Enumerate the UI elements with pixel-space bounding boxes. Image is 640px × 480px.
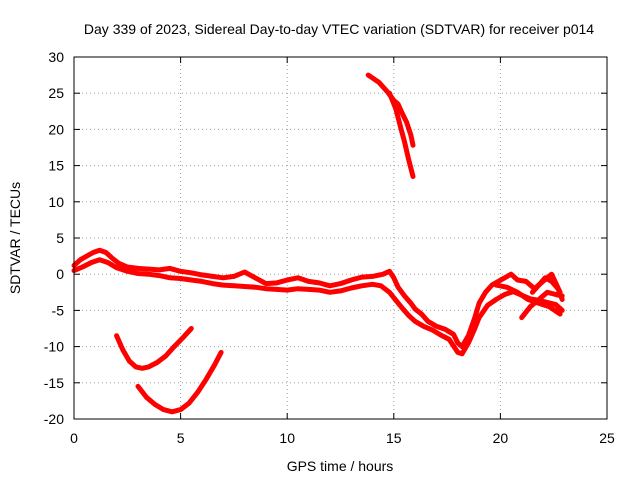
y-tick-label: -15 [44,375,64,391]
x-axis-title: GPS time / hours [287,458,394,474]
x-tick-label: 10 [279,430,295,446]
x-tick-label: 25 [599,430,615,446]
y-tick-label: 30 [48,49,64,65]
series-lower-arc-1 [114,326,194,371]
series-branch-b [493,282,563,317]
y-tick-label: 10 [48,194,64,210]
y-tick-labels: -20 -15 -10 -5 0 5 10 15 20 25 30 [44,49,64,427]
series-branch-a [519,289,565,321]
y-tick-label: 0 [56,266,64,282]
y-tick-label: 25 [48,85,64,101]
y-tick-label: 5 [56,230,64,246]
y-tick-label: -10 [44,339,64,355]
series-upper-arc-1 [365,72,416,148]
series-branch-c [529,275,565,302]
series-layer [71,72,565,415]
y-tick-label: -20 [44,411,64,427]
x-tick-label: 20 [493,430,509,446]
y-axis-title: SDTVAR / TECUs [7,182,23,294]
y-tick-label: 15 [48,158,64,174]
x-tick-label: 0 [70,430,78,446]
series-main-upper [71,247,563,350]
x-tick-label: 15 [386,430,402,446]
series-lower-arc-2 [135,349,224,415]
y-tick-label: 20 [48,121,64,137]
series-upper-arc-2 [387,90,416,179]
x-tick-labels: 0 5 10 15 20 25 [70,430,615,446]
tick-marks [73,56,608,420]
series-main-lower [71,257,565,357]
grid [74,57,607,419]
x-tick-label: 5 [177,430,185,446]
y-tick-label: -5 [52,302,65,318]
chart-title: Day 339 of 2023, Sidereal Day-to-day VTE… [84,21,594,37]
